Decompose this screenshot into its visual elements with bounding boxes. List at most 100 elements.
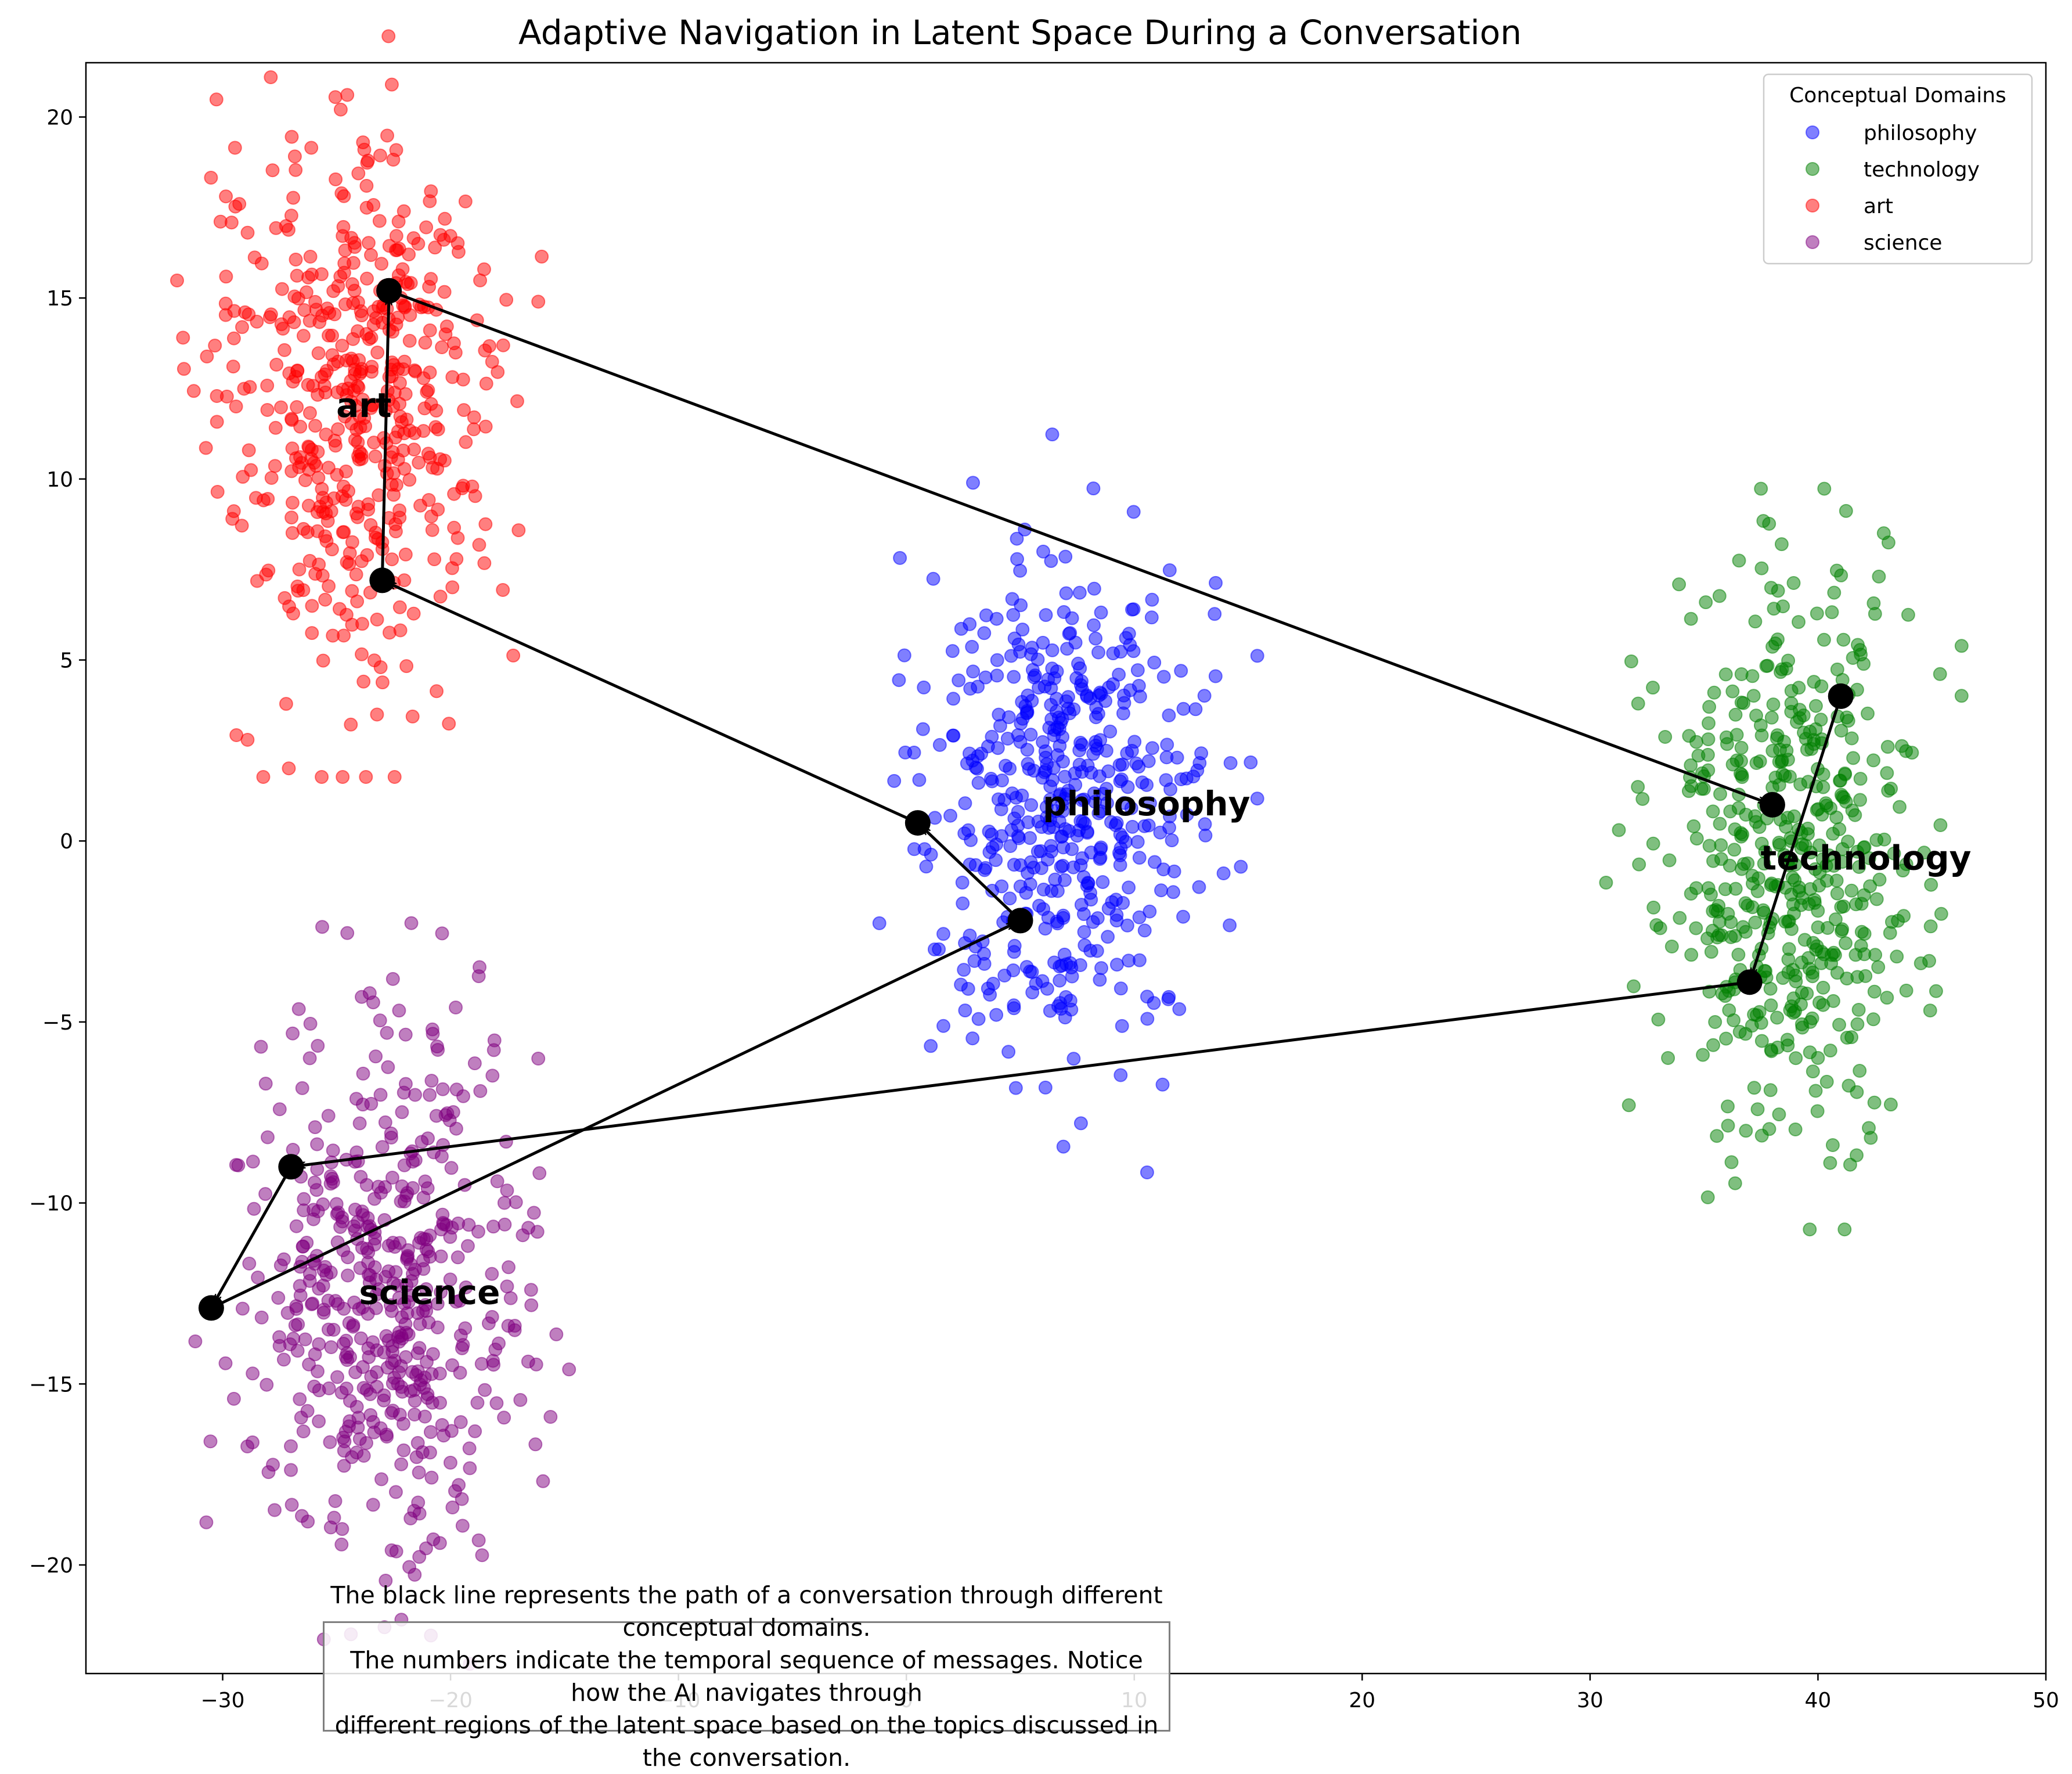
point-art	[472, 538, 487, 552]
point-art	[254, 256, 269, 271]
point-art	[318, 592, 333, 607]
point-art	[329, 172, 343, 186]
point-technology	[1824, 956, 1839, 971]
point-science	[487, 1358, 501, 1372]
point-art	[392, 503, 407, 517]
point-technology	[1880, 766, 1894, 780]
point-art	[302, 553, 317, 568]
point-philosophy	[1103, 724, 1118, 739]
point-science	[490, 1174, 505, 1189]
point-science	[411, 1495, 426, 1510]
point-art	[511, 523, 526, 538]
point-philosophy	[1072, 585, 1087, 600]
point-science	[423, 1425, 438, 1440]
point-technology	[1631, 696, 1645, 711]
point-philosophy	[1061, 690, 1075, 704]
point-technology	[1754, 728, 1769, 743]
point-art	[370, 707, 384, 722]
point-art	[374, 257, 389, 271]
point-technology	[1646, 681, 1660, 695]
point-technology	[1819, 1074, 1834, 1089]
point-art	[325, 348, 340, 362]
point-art	[499, 293, 514, 307]
point-technology	[1653, 921, 1667, 935]
point-philosophy	[945, 644, 960, 658]
point-art	[473, 273, 487, 287]
point-science	[468, 1424, 482, 1438]
point-technology	[1808, 699, 1823, 713]
point-science	[290, 1344, 305, 1358]
point-art	[375, 675, 390, 690]
point-art	[305, 442, 319, 457]
point-technology	[1852, 860, 1866, 874]
point-technology	[1632, 857, 1646, 872]
point-art	[381, 29, 396, 44]
conversation-path	[198, 278, 1854, 1321]
path-node-4	[198, 1295, 224, 1321]
point-philosophy	[1080, 758, 1095, 773]
path-node-7	[369, 567, 395, 593]
point-art	[242, 307, 256, 322]
point-art	[292, 562, 307, 577]
point-philosophy	[1188, 702, 1203, 717]
point-philosophy	[1006, 963, 1021, 977]
point-science	[449, 1121, 463, 1136]
y-tick-label: −10	[29, 1192, 73, 1216]
point-science	[392, 1003, 406, 1018]
point-technology	[1853, 772, 1868, 786]
point-technology	[1749, 708, 1763, 723]
path-node-3	[278, 1154, 304, 1180]
point-science	[291, 1002, 306, 1016]
point-art	[343, 546, 357, 560]
legend-marker-art	[1806, 199, 1819, 213]
point-technology	[1770, 731, 1784, 746]
point-philosophy	[943, 808, 957, 823]
point-technology	[1684, 948, 1699, 962]
point-art	[496, 338, 510, 352]
point-philosophy	[1083, 691, 1098, 706]
point-science	[342, 1419, 356, 1434]
point-philosophy	[965, 639, 979, 654]
point-technology	[1728, 707, 1743, 722]
point-philosophy	[1125, 602, 1139, 617]
point-science	[340, 926, 355, 940]
point-art	[350, 510, 365, 524]
point-science	[471, 1533, 486, 1548]
point-technology	[1766, 697, 1781, 712]
point-art	[199, 441, 213, 455]
point-philosophy	[983, 988, 997, 1002]
point-science	[412, 1341, 427, 1355]
point-technology	[1706, 1038, 1720, 1052]
point-art	[418, 336, 433, 350]
point-science	[302, 1051, 317, 1066]
point-art	[367, 436, 381, 450]
point-science	[401, 1327, 416, 1342]
point-technology	[1701, 732, 1716, 747]
point-science	[485, 1068, 500, 1083]
point-science	[475, 1548, 489, 1563]
point-science	[435, 1082, 450, 1096]
point-technology	[1853, 1064, 1867, 1078]
point-philosophy	[1197, 689, 1212, 703]
point-technology	[1754, 561, 1769, 575]
point-philosophy	[946, 728, 960, 743]
point-philosophy	[1046, 761, 1061, 775]
point-philosophy	[1091, 707, 1105, 721]
point-philosophy	[1109, 893, 1123, 907]
point-science	[258, 1187, 273, 1201]
point-technology	[1923, 1003, 1937, 1018]
point-art	[364, 248, 378, 262]
point-science	[302, 1266, 317, 1281]
point-technology	[1836, 632, 1851, 647]
point-art	[373, 148, 387, 163]
caption-line-2: The numbers indicate the temporal sequen…	[350, 1646, 1143, 1707]
point-technology	[1835, 922, 1850, 937]
point-technology	[1789, 1051, 1803, 1066]
point-technology	[1772, 836, 1786, 850]
point-technology	[1843, 1157, 1857, 1172]
point-technology	[1734, 826, 1748, 840]
point-science	[366, 1498, 380, 1512]
point-philosophy	[1165, 833, 1179, 848]
point-philosophy	[919, 859, 934, 874]
point-science	[346, 1319, 361, 1334]
